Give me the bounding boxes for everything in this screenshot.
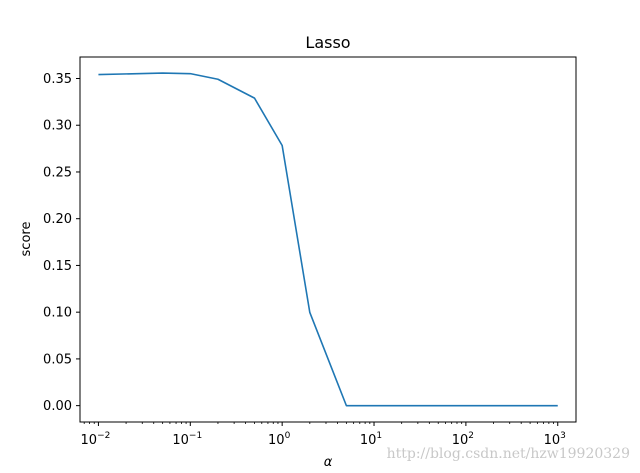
y-tick-label: 0.00 — [43, 399, 72, 414]
y-tick-label: 0.15 — [43, 259, 72, 274]
series-layer — [98, 72, 558, 407]
y-tick-label: 0.05 — [43, 352, 72, 367]
y-tick-label: 0.10 — [43, 306, 72, 321]
y-tick-label: 0.20 — [43, 212, 72, 227]
y-tick-label: 0.25 — [43, 165, 72, 180]
y-tick-label: 0.30 — [43, 119, 72, 134]
y-tick-label: 0.35 — [43, 72, 72, 87]
y-axis: 0.00 0.05 0.10 0.15 0.20 0.25 0.30 0.35 — [43, 72, 80, 414]
plot-area-frame — [79, 56, 577, 423]
watermark-text: http://blog.csdn.net/hzw19920329 — [387, 446, 630, 462]
chart-title: Lasso — [305, 33, 350, 52]
series-line-0 — [98, 72, 558, 407]
x-axis-label: α — [324, 455, 333, 470]
y-axis-label: score — [19, 222, 34, 257]
